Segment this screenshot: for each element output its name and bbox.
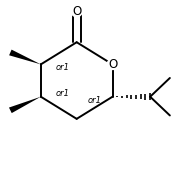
- Circle shape: [71, 7, 82, 17]
- Text: O: O: [108, 58, 117, 71]
- Circle shape: [107, 59, 118, 70]
- Text: O: O: [72, 5, 81, 18]
- Text: or1: or1: [55, 63, 69, 72]
- Text: or1: or1: [55, 89, 69, 98]
- Text: or1: or1: [87, 96, 101, 105]
- Polygon shape: [9, 97, 41, 113]
- Polygon shape: [9, 50, 41, 64]
